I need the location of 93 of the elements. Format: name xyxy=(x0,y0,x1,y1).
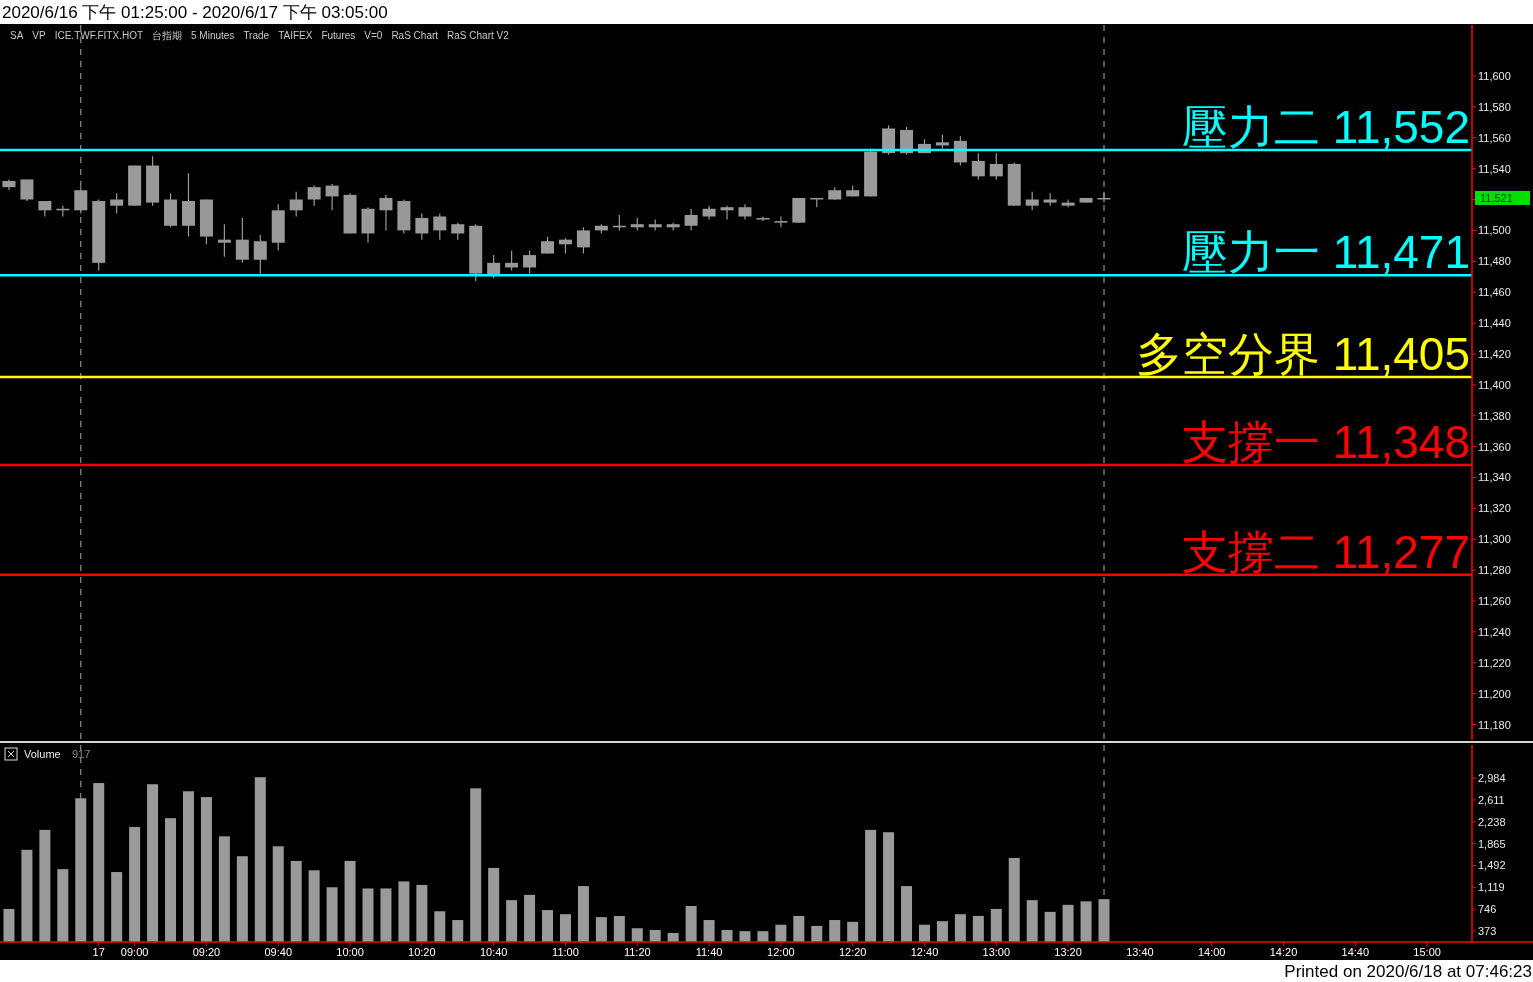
x-tick-label: 17 xyxy=(92,946,105,958)
candlestick xyxy=(110,192,124,214)
x-tick-label: 14:00 xyxy=(1197,946,1226,958)
y-tick-label: 11,180 xyxy=(1478,718,1511,731)
y-tick-label: 11,320 xyxy=(1478,502,1511,515)
ref-line-label: 支撐一 11,348 xyxy=(1181,416,1470,469)
x-tick-label: 11:20 xyxy=(623,946,651,958)
x-tick-label: 13:40 xyxy=(1126,946,1154,958)
y-tick-label: 373 xyxy=(1478,924,1497,937)
annotation: RaS Chart xyxy=(391,30,439,41)
candlestick xyxy=(433,212,447,241)
annotation: ICE.TWF.FITX.HOT xyxy=(54,30,144,41)
candlestick xyxy=(74,186,88,214)
x-tick-label: 11:40 xyxy=(695,946,723,958)
annotation: RaS Chart V2 xyxy=(447,30,510,41)
candlestick xyxy=(289,191,303,218)
y-tick-label: 11,560 xyxy=(1478,131,1511,144)
y-tick-label: 11,220 xyxy=(1478,656,1511,669)
x-tick-label: 13:20 xyxy=(1054,946,1082,958)
candlestick xyxy=(989,152,1003,181)
x-tick-label: 12:00 xyxy=(767,946,795,958)
candlestick xyxy=(1025,191,1039,211)
text: Printed on 2020/6/18 at 07:46:23 xyxy=(1284,962,1532,981)
candlestick xyxy=(217,223,231,258)
y-tick-label: 11,340 xyxy=(1478,471,1511,484)
candlestick xyxy=(307,185,321,207)
x-tick-label: 13:00 xyxy=(982,946,1011,958)
y-tick-label: 11,440 xyxy=(1478,317,1511,330)
y-tick-label: 746 xyxy=(1478,903,1497,916)
ref-line-label: 多空分界 11,405 xyxy=(1135,328,1470,381)
y-tick-label: 11,360 xyxy=(1478,440,1511,453)
candlestick xyxy=(325,183,339,211)
chart-title: 2020/6/16 下午 01:25:00 - 2020/6/17 下午 03:05:00 xyxy=(2,3,388,22)
y-tick-label: 11,540 xyxy=(1478,162,1511,175)
x-tick-label: 09:40 xyxy=(264,946,293,958)
x-tick-label: 14:20 xyxy=(1269,946,1298,958)
candlestick xyxy=(523,249,537,275)
text: 11,521 xyxy=(1480,191,1513,204)
annotation: Trade xyxy=(243,30,270,41)
x-tick-label: 12:20 xyxy=(838,946,867,958)
ref-line-label: 支撐二 11,277 xyxy=(1181,525,1470,578)
candlestick xyxy=(253,234,267,275)
x-tick-label: 10:00 xyxy=(336,946,364,958)
x-tick-label: 11:00 xyxy=(552,946,579,958)
candlestick xyxy=(1043,192,1057,207)
y-tick-label: 11,480 xyxy=(1478,255,1511,268)
candlestick xyxy=(576,226,590,255)
ref-line-label: 壓力二 11,552 xyxy=(1181,101,1470,154)
ref-line-label: 壓力一 11,471 xyxy=(1181,226,1470,279)
y-tick-label: 2,611 xyxy=(1478,793,1505,806)
candlestick xyxy=(971,152,985,181)
annotation: 5 Minutes xyxy=(191,30,235,41)
y-tick-label: 11,460 xyxy=(1478,286,1511,299)
candlestick xyxy=(20,178,34,202)
y-tick-label: 2,984 xyxy=(1478,772,1506,785)
candlestick xyxy=(756,215,770,222)
y-tick-label: 1,865 xyxy=(1478,837,1506,850)
candlestick xyxy=(900,126,914,156)
y-tick-label: 11,500 xyxy=(1478,224,1511,237)
y-tick-label: 11,580 xyxy=(1478,100,1511,113)
candlestick xyxy=(774,215,788,228)
x-tick-label: 14:40 xyxy=(1341,946,1370,958)
candlestick xyxy=(235,217,249,264)
y-tick-label: 2,238 xyxy=(1478,815,1506,828)
annotation: Futures xyxy=(321,30,356,41)
x-tick-label: 09:20 xyxy=(192,946,221,958)
chart-title: Volume xyxy=(24,748,61,760)
y-tick-label: 11,600 xyxy=(1478,69,1511,82)
y-tick-label: 11,280 xyxy=(1478,564,1511,577)
y-tick-label: 1,492 xyxy=(1478,859,1506,872)
annotation: SA xyxy=(10,30,24,41)
y-tick-label: 11,400 xyxy=(1478,378,1511,391)
y-tick-label: 11,300 xyxy=(1478,533,1511,546)
annotation: V=0 xyxy=(364,30,383,41)
y-tick-label: 1,119 xyxy=(1478,881,1505,894)
x-tick-label: 12:40 xyxy=(910,946,939,958)
y-tick-label: 11,380 xyxy=(1478,409,1511,422)
candlestick xyxy=(415,212,429,241)
annotation: 917 xyxy=(72,748,91,760)
y-tick-label: 11,420 xyxy=(1478,347,1511,360)
candlestick xyxy=(379,194,393,231)
y-tick-label: 11,260 xyxy=(1478,595,1511,608)
y-tick-label: 11,240 xyxy=(1478,625,1511,638)
candlestick xyxy=(684,208,698,231)
x-tick-label: 10:40 xyxy=(479,946,508,958)
annotation: 台指期 xyxy=(152,30,183,41)
candlestick xyxy=(720,205,734,221)
y-tick-label: 11,200 xyxy=(1478,687,1511,700)
x-tick-label: 15:00 xyxy=(1413,946,1441,958)
annotation: VP xyxy=(32,30,47,41)
annotation: TAIFEX xyxy=(278,30,313,41)
x-tick-label: 09:00 xyxy=(120,946,149,958)
x-tick-label: 10:20 xyxy=(408,946,436,958)
